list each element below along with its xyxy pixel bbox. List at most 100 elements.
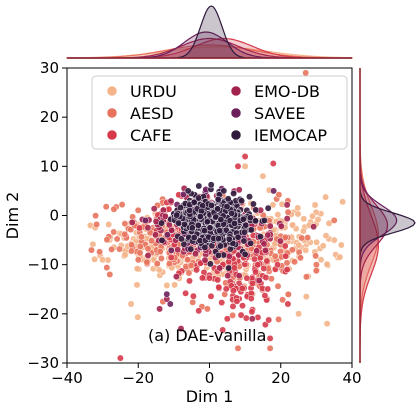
axis-ticks: −40 −20 0 20 40 −30 −20 −10 0 10 20 30: [27, 59, 361, 387]
data-point-aesd: [128, 241, 135, 249]
data-point-cafe: [254, 261, 262, 269]
data-point-aesd: [93, 220, 101, 228]
data-point-cafe: [254, 313, 262, 321]
data-point-iemocap: [216, 227, 224, 235]
right-marginal-kde: [359, 68, 416, 363]
data-point-aesd: [304, 234, 312, 242]
data-point-emo-db: [156, 305, 164, 313]
data-point-emo-db: [167, 197, 175, 205]
data-point-iemocap: [217, 216, 225, 224]
data-point-urdu: [294, 204, 302, 212]
data-point-cafe: [215, 283, 223, 291]
data-point-emo-db: [283, 215, 291, 223]
data-point-cafe: [189, 292, 197, 300]
data-point-cafe: [182, 289, 190, 297]
data-point-iemocap: [215, 251, 222, 259]
right-kde-iemocap: [359, 68, 416, 363]
data-point-urdu: [105, 221, 113, 228]
data-point-aesd: [96, 248, 104, 256]
data-point-cafe: [229, 302, 237, 310]
legend-marker-emo-db: [230, 85, 242, 97]
y-tick-label: 30: [40, 59, 59, 77]
x-tick-label: 0: [205, 369, 215, 387]
data-point-emo-db: [283, 201, 291, 209]
data-point-emo-db: [177, 325, 185, 333]
data-point-urdu: [89, 240, 97, 248]
data-point-iemocap: [158, 219, 165, 227]
data-point-emo-db: [225, 252, 233, 260]
data-point-iemocap: [177, 235, 185, 243]
data-point-iemocap: [256, 233, 264, 241]
data-point-emo-db: [224, 272, 232, 280]
data-point-aesd: [121, 230, 129, 238]
data-point-iemocap: [223, 203, 231, 211]
data-point-cafe: [243, 274, 251, 282]
data-point-iemocap: [231, 219, 238, 227]
x-tick-label: 40: [342, 369, 361, 387]
data-point-emo-db: [150, 205, 158, 213]
data-point-emo-db: [262, 246, 269, 254]
data-point-aesd: [298, 234, 306, 242]
data-point-emo-db: [144, 252, 152, 259]
data-point-cafe: [252, 268, 260, 276]
data-point-urdu: [319, 242, 327, 250]
data-point-iemocap: [226, 245, 234, 253]
legend-label-iemocap: IEMOCAP: [254, 126, 327, 145]
data-point-urdu: [121, 251, 129, 259]
data-point-urdu: [294, 210, 302, 218]
data-point-aesd: [88, 246, 95, 254]
data-point-cafe: [206, 274, 213, 282]
data-point-aesd: [185, 269, 193, 277]
data-point-urdu: [313, 238, 321, 246]
data-point-aesd: [302, 273, 310, 281]
legend: URDU AESD CAFE EMO-DB SAVEE IEMOCAP: [91, 75, 348, 150]
data-point-iemocap: [207, 181, 215, 189]
data-point-emo-db: [201, 256, 209, 264]
data-point-emo-db: [161, 212, 169, 220]
data-point-aesd: [143, 258, 151, 266]
data-point-cafe: [265, 316, 273, 324]
data-point-emo-db: [128, 218, 136, 226]
legend-marker-urdu: [106, 85, 118, 97]
data-point-emo-db: [264, 231, 272, 239]
data-point-iemocap: [203, 218, 211, 226]
data-point-cafe: [186, 277, 193, 285]
data-point-emo-db: [144, 224, 152, 232]
y-tick-label: 20: [40, 108, 59, 126]
data-point-cafe: [230, 264, 238, 272]
data-point-cafe: [136, 224, 143, 232]
data-point-iemocap: [194, 221, 202, 229]
legend-marker-iemocap: [230, 129, 242, 141]
data-point-iemocap: [225, 264, 233, 272]
data-point-iemocap: [196, 213, 204, 220]
data-point-aesd: [118, 201, 126, 209]
data-point-iemocap: [206, 224, 214, 232]
data-point-urdu: [295, 241, 303, 249]
data-point-iemocap: [225, 235, 233, 243]
data-point-aesd: [312, 267, 320, 275]
data-point-iemocap: [206, 260, 214, 268]
data-point-aesd: [203, 305, 211, 313]
data-point-emo-db: [216, 264, 224, 272]
subfigure-annotation: (a) DAE-vanilla: [148, 326, 266, 345]
data-point-urdu: [133, 281, 141, 289]
data-point-aesd: [274, 282, 282, 290]
data-point-aesd: [271, 252, 279, 260]
data-point-cafe: [264, 285, 272, 293]
data-point-iemocap: [195, 194, 203, 202]
data-point-cafe: [219, 326, 227, 334]
data-point-emo-db: [248, 315, 256, 323]
data-point-aesd: [110, 205, 118, 213]
data-point-iemocap: [181, 220, 188, 228]
data-point-iemocap: [246, 214, 254, 222]
data-point-iemocap: [247, 239, 255, 247]
data-point-emo-db: [253, 247, 261, 255]
data-point-urdu: [91, 255, 99, 263]
data-point-cafe: [223, 315, 231, 323]
data-point-aesd: [121, 220, 129, 228]
data-point-aesd: [283, 259, 291, 267]
data-point-aesd: [284, 208, 292, 216]
data-point-aesd: [275, 191, 283, 199]
data-point-cafe: [260, 265, 268, 272]
data-point-cafe: [218, 299, 226, 307]
